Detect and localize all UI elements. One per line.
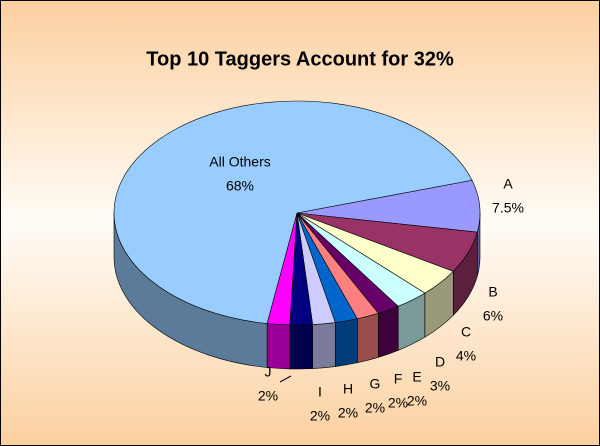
slice-label-name: I <box>318 384 322 400</box>
slice-label-name: A <box>503 176 513 192</box>
slice-label-name: B <box>488 284 497 300</box>
pie-slice <box>113 100 473 324</box>
slice-label-value: 6% <box>483 308 503 324</box>
pie-tops <box>113 100 481 326</box>
slice-label-value: 2% <box>338 405 358 421</box>
pie-wall <box>334 318 358 367</box>
pie-wall <box>266 323 291 370</box>
slice-label-name: G <box>370 376 381 392</box>
slice-label-name: J <box>265 364 272 380</box>
slice-label-name: D <box>435 354 445 370</box>
pie-wall <box>289 324 313 370</box>
slice-label-value: 68% <box>226 178 254 194</box>
slice-label-name: C <box>461 324 471 340</box>
chart-title: Top 10 Taggers Account for 32% <box>146 48 454 70</box>
slice-label-value: 2% <box>365 400 385 416</box>
slice-label-value: 4% <box>456 348 476 364</box>
slice-label-value: 3% <box>430 378 450 394</box>
slice-label-name: F <box>394 371 403 387</box>
leader-line <box>279 375 292 383</box>
slice-label-value: 7.5% <box>492 200 524 216</box>
slice-label-name: E <box>412 369 421 385</box>
slice-label-name: H <box>343 381 353 397</box>
pie-wall <box>378 305 399 358</box>
slice-label-value: 2% <box>388 395 408 411</box>
slice-label-value: 2% <box>310 408 330 424</box>
pie-wall <box>312 322 336 369</box>
pie-walls <box>113 212 481 370</box>
slice-label-value: 2% <box>258 388 278 404</box>
slice-label-value: 2% <box>407 393 427 409</box>
slice-label-name: All Others <box>209 154 270 170</box>
pie-wall <box>357 312 379 364</box>
